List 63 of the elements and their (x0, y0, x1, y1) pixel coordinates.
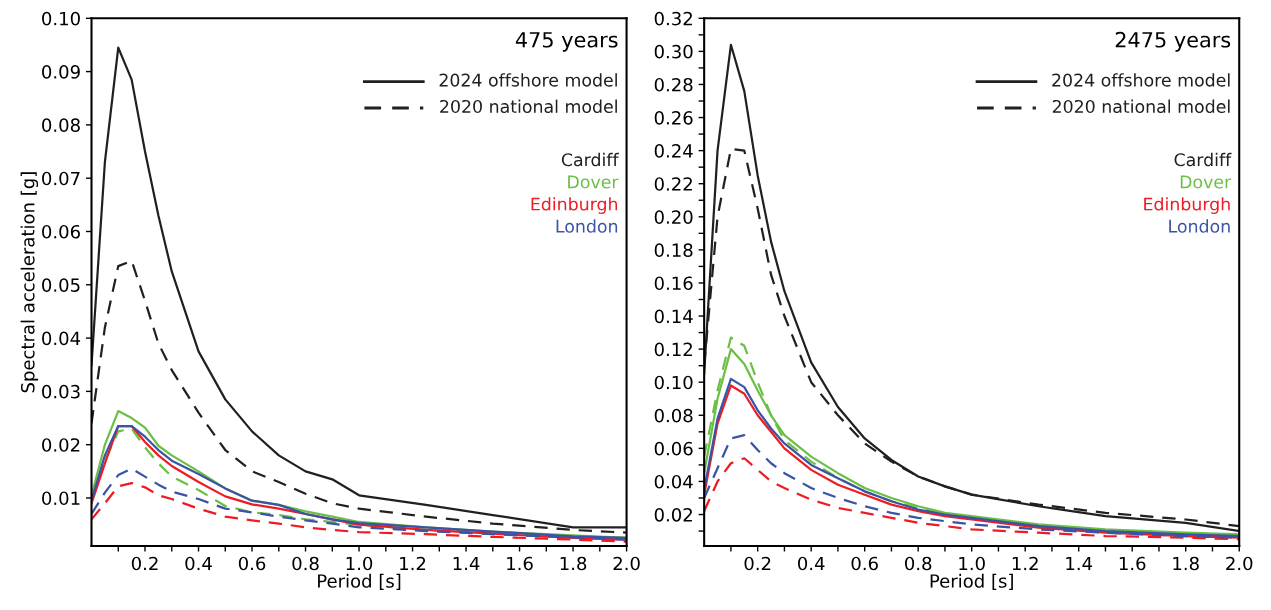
y-tick-label: 0.26 (654, 111, 693, 125)
x-tick-label: 1.4 (1066, 556, 1093, 571)
y-tick-label: 0.30 (654, 44, 693, 59)
y-tick-label: 0.18 (654, 243, 693, 257)
y-tick-label: 0.28 (654, 77, 693, 92)
y-tick-label: 0.06 (654, 441, 693, 456)
x-tick-label: 1.2 (1012, 556, 1038, 571)
y-tick-label: 0.22 (654, 177, 692, 191)
x-tick-label: 0.6 (851, 556, 878, 571)
y-tick-label: 0.16 (654, 276, 693, 291)
y-tick-label: 0.02 (654, 507, 692, 522)
y-tick-label: 0.01 (42, 491, 80, 506)
y-tick-label: 0.20 (654, 210, 693, 224)
text: 2475 years (1115, 31, 1231, 52)
x-axis-title: Period [s] (930, 573, 1013, 590)
text: Dover (1180, 175, 1232, 189)
y-tick-label: 0.08 (42, 118, 80, 133)
text: Edinburgh (1144, 197, 1230, 214)
y-tick-label: 0.12 (654, 342, 692, 357)
y-tick-label: 0.05 (42, 278, 80, 292)
y-tick-label: 0.04 (42, 331, 81, 346)
y-tick-label: 0.04 (654, 474, 693, 489)
text: London (1169, 219, 1230, 233)
text: Edinburgh (531, 197, 618, 214)
x-tick-label: 1.8 (560, 556, 587, 571)
y-tick-label: 0.09 (42, 65, 80, 79)
annotation: 2020 national model (440, 99, 617, 114)
y-axis-title: Spectral acceleration [g] (20, 172, 39, 393)
y-tick-label: 0.32 (654, 11, 692, 26)
x-tick-label: 1.2 (400, 556, 426, 571)
y-tick-label: 0.02 (42, 438, 80, 452)
x-tick-label: 1.8 (1173, 556, 1199, 571)
text: Dover (568, 175, 619, 189)
x-tick-label: 0.2 (131, 556, 158, 571)
x-tick-label: 1.0 (346, 556, 373, 571)
x-tick-label: 0.8 (905, 556, 932, 571)
x-tick-label: 1.0 (959, 556, 985, 571)
y-tick-label: 0.14 (654, 309, 693, 324)
text: London (556, 219, 618, 233)
x-tick-label: 1.6 (1119, 556, 1146, 571)
x-tick-label: 1.4 (453, 556, 480, 571)
x-tick-label: 0.6 (238, 556, 266, 571)
y-tick-label: 0.24 (654, 144, 693, 158)
annotation: 2020 national model (1052, 99, 1230, 114)
y-tick-label: 0.03 (42, 384, 80, 399)
x-tick-label: 0.4 (798, 556, 825, 571)
annotation: 2024 offshore model (1052, 73, 1230, 87)
x-tick-label: 0.4 (185, 556, 212, 571)
y-tick-label: 0.07 (42, 171, 80, 186)
y-tick-label: 0.06 (42, 224, 80, 239)
x-tick-label: 0.8 (292, 556, 319, 571)
x-tick-label: 2.0 (1226, 556, 1253, 571)
y-tick-label: 0.08 (654, 408, 693, 423)
x-tick-label: 2.0 (613, 556, 640, 571)
x-tick-label: 1.6 (507, 556, 533, 571)
text: 475 years (515, 32, 618, 52)
text: Cardiff (561, 152, 619, 167)
text: Cardiff (1174, 152, 1232, 167)
x-tick-label: 0.2 (744, 556, 771, 571)
x-axis-title: Period [s] (318, 573, 401, 590)
y-tick-label: 0.10 (654, 375, 693, 390)
y-tick-label: 0.10 (42, 11, 80, 26)
annotation: 2024 offshore model (439, 73, 617, 87)
